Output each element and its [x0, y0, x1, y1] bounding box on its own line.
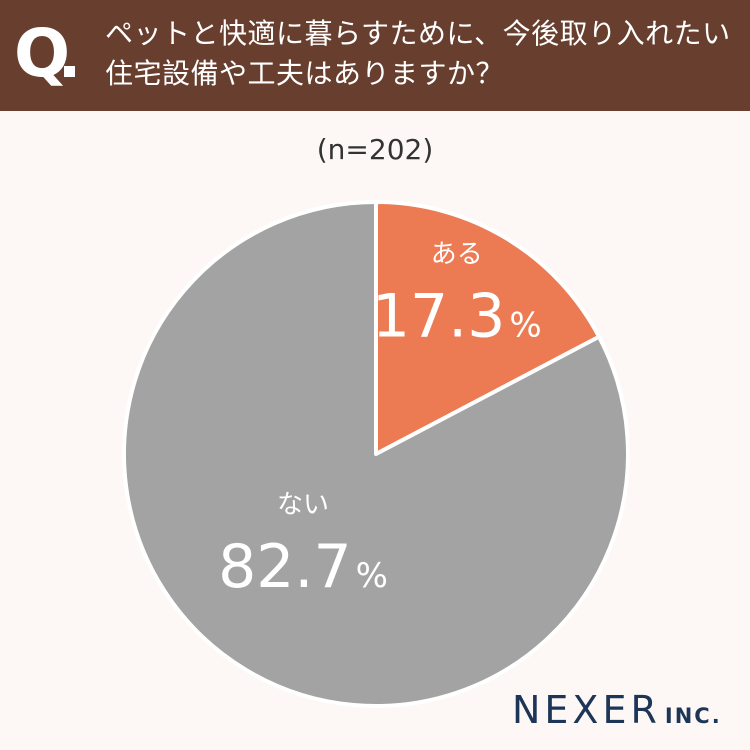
question-text: ペットと快適に暮らすために、今後取り入れたい 住宅設備や工夫はありますか？ — [105, 14, 745, 94]
nexer-logo: NEXER INC. — [512, 688, 722, 732]
q-mark: Q — [14, 15, 71, 92]
pie-slice-0 — [374, 200, 602, 456]
slice-value-0: 17.3% — [372, 281, 542, 351]
slice-value-1: 82.7% — [218, 532, 388, 602]
q-dot-icon — [64, 66, 75, 77]
question-line-2: 住宅設備や工夫はありますか？ — [105, 57, 505, 90]
logo-suffix: INC. — [664, 704, 722, 728]
logo-name: NEXER — [512, 688, 661, 732]
question-header: Q ペットと快適に暮らすために、今後取り入れたい 住宅設備や工夫はありますか？ — [0, 0, 750, 111]
sample-size: (n=202) — [316, 133, 434, 166]
slice-label-0: ある — [431, 239, 483, 269]
slice-label-1: ない — [277, 490, 329, 520]
pie-slice-1 — [122, 200, 630, 708]
question-line-1: ペットと快適に暮らすために、今後取り入れたい — [105, 17, 731, 50]
